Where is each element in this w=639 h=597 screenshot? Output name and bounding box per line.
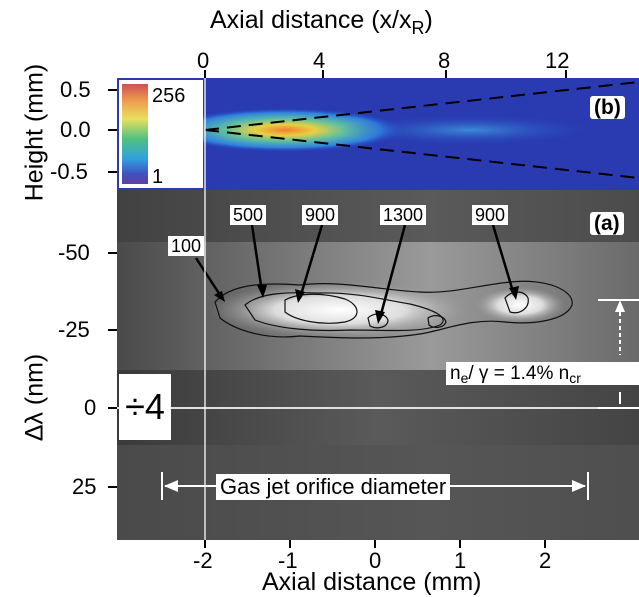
- a-ytick-0: 0: [84, 395, 97, 420]
- contour-label-900-right: 900: [472, 205, 509, 225]
- arrowhead-1300: [375, 310, 385, 324]
- density-arrowhead-top: [615, 300, 625, 312]
- bottom-tick-0: 0: [369, 548, 382, 573]
- contour-900-left: [284, 293, 358, 324]
- top-axis-title: Axial distance (x/xR): [210, 6, 433, 38]
- arrow-100: [194, 257, 224, 299]
- density-mid: / γ = 1.4% n: [468, 363, 570, 384]
- divisor-box: ÷4: [119, 374, 171, 440]
- top-tick-4: 4: [313, 48, 326, 73]
- a-ytick-25: 25: [72, 474, 97, 499]
- orifice-arrowhead-left: [164, 480, 178, 492]
- top-tick-12: 12: [545, 48, 570, 73]
- arrowhead-100: [214, 291, 225, 302]
- top-ticks: [204, 70, 567, 78]
- contour-1300: [367, 313, 389, 329]
- top-tick-8: 8: [438, 48, 451, 73]
- colorbar-max-label: 256: [152, 85, 186, 107]
- top-axis-title-sub: R: [411, 18, 425, 38]
- colorbar: [122, 84, 148, 184]
- arrowhead-900-right: [509, 286, 519, 300]
- bottom-axis-title: Axial distance (mm): [262, 568, 482, 596]
- a-ytick--25: -25: [58, 317, 90, 342]
- panel-b-upper-dash: [204, 81, 639, 131]
- b-ytick-0.0: 0.0: [60, 117, 91, 142]
- density-sub-e: e: [460, 370, 469, 385]
- bottom-tick-1: 1: [454, 548, 467, 573]
- bottom-tick--1: -1: [278, 548, 298, 573]
- arrow-1300: [378, 224, 407, 319]
- contour-label-1300: 1300: [380, 205, 427, 225]
- arrowhead-900: [295, 289, 305, 303]
- panel-b-y-title: Height (mm): [20, 63, 49, 202]
- bottom-tick--2: -2: [193, 548, 213, 573]
- panel-a-label: (a): [590, 212, 624, 235]
- panel-b-label: (b): [590, 96, 625, 119]
- panel-b-lower-dash: [204, 129, 639, 179]
- arrow-500: [250, 224, 264, 293]
- top-axis-title-main: Axial distance (x/x: [210, 6, 412, 34]
- left-ticks: [108, 89, 117, 488]
- colorbar-min-label: 1: [152, 166, 164, 188]
- panel-a-y-title: Δλ (nm): [20, 353, 49, 442]
- panel-a-glow-right: [475, 287, 565, 323]
- bottom-tick-2: 2: [539, 548, 552, 573]
- panel-b: [117, 78, 639, 190]
- arrowhead-500: [257, 285, 267, 298]
- arrow-900-right: [491, 224, 516, 296]
- orifice-label: Gas jet orifice diameter: [216, 474, 451, 500]
- panel-a-glow: [210, 282, 470, 338]
- orifice-arrowhead-right: [572, 480, 586, 492]
- contour-label-100: 100: [168, 236, 205, 256]
- b-ytick-0.5: 0.5: [60, 77, 91, 102]
- panel-b-plasma: [165, 108, 405, 152]
- top-axis-title-close: ): [424, 6, 433, 34]
- contour-small-right: [427, 315, 447, 328]
- top-tick-0: 0: [197, 48, 210, 73]
- contour-label-500: 500: [230, 205, 267, 225]
- density-annotation: ne/ γ = 1.4% ncr: [446, 362, 639, 385]
- panel-a-top-band: [117, 190, 639, 242]
- panel-b-tail: [340, 114, 600, 146]
- density-n: n: [450, 363, 461, 384]
- arrow-900: [298, 224, 324, 299]
- contour-label-900: 900: [302, 205, 339, 225]
- bottom-ticks: [204, 540, 546, 548]
- a-ytick--50: -50: [58, 240, 90, 265]
- b-ytick--0.5: -0.5: [50, 159, 88, 184]
- contour-100: [214, 280, 573, 339]
- density-sub-cr: cr: [569, 370, 581, 385]
